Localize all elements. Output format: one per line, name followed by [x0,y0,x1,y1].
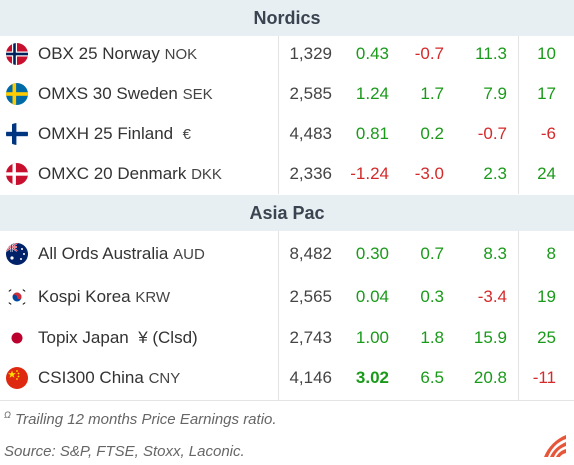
japan-flag-icon [6,327,28,349]
table-row-denmark: OMXC 20 Denmark DKK 2,336 -1.24 -3.0 2.3… [0,154,574,194]
sweden-flag-icon [6,83,28,105]
pe-ratio: 8 [546,244,556,263]
change-3: -0.7 [477,124,507,143]
change-1: 0.30 [355,244,389,263]
index-name: OMXH 25 Finland € [38,124,191,143]
index-name: All Ords Australia AUD [38,244,205,263]
index-price: 2,336 [289,164,332,183]
index-name: OBX 25 Norway NOK [38,44,198,63]
index-name: OMXS 30 Sweden SEK [38,84,213,103]
pe-ratio: -11 [532,368,556,387]
change-2: 1.8 [420,328,444,347]
korea-flag-icon [6,286,28,308]
section-header-asia-pac: Asia Pac [0,195,574,231]
section-header-nordics: Nordics [0,0,574,36]
table-row-norway: OBX 25 Norway NOK 1,329 0.43 -0.7 11.3 1… [0,34,574,74]
pe-ratio: 17 [537,84,556,103]
change-2: 0.2 [420,124,444,143]
index-price: 8,482 [289,244,332,263]
finland-flag-icon [6,123,28,145]
column-divider [518,36,519,194]
change-2: -3.0 [414,164,444,183]
change-2: 0.7 [420,244,444,263]
change-3: 20.8 [473,368,507,387]
pe-footnote-text: Trailing 12 months Price Earnings ratio. [15,411,277,428]
change-3: 7.9 [483,84,507,103]
laconic-logo-icon [542,429,568,459]
section-title: Asia Pac [249,202,325,223]
change-1: 0.43 [355,44,389,63]
pe-ratio: 24 [537,164,556,183]
change-3: 15.9 [473,328,507,347]
column-divider [278,36,279,194]
change-1: 1.24 [355,84,389,103]
change-2: -0.7 [414,44,444,63]
pe-ratio: -6 [540,124,556,143]
change-3: -3.4 [477,287,507,306]
index-price: 4,483 [289,124,332,143]
source-note: Source: S&P, FTSE, Stoxx, Laconic. [4,443,245,460]
change-3: 2.3 [483,164,507,183]
index-price: 1,329 [289,44,332,63]
index-price: 2,565 [289,287,332,306]
index-name: Topix Japan ¥ (Clsd) [38,328,198,347]
column-divider [518,231,519,400]
index-name: CSI300 China CNY [38,368,181,387]
pe-ratio: 25 [537,328,556,347]
pe-footnote-marker: Ω [4,410,11,420]
china-flag-icon [6,367,28,389]
change-1: 0.81 [355,124,389,143]
change-1: 1.00 [355,328,389,347]
change-3: 11.3 [475,44,507,63]
index-name: Kospi Korea KRW [38,287,171,306]
change-1: -1.24 [350,164,389,183]
change-1: 3.02 [355,368,389,387]
norway-flag-icon [6,43,28,65]
table-row-australia: All Ords Australia AUD 8,482 0.30 0.7 8.… [0,234,574,274]
change-2: 0.3 [420,287,444,306]
table-row-sweden: OMXS 30 Sweden SEK 2,585 1.24 1.7 7.9 17 [0,74,574,114]
change-1: 0.04 [355,287,389,306]
table-row-china: CSI300 China CNY 4,146 3.02 6.5 20.8 -11 [0,358,574,398]
table-row-korea: Kospi Korea KRW 2,565 0.04 0.3 -3.4 19 [0,277,574,317]
index-price: 2,585 [289,84,332,103]
denmark-flag-icon [6,163,28,185]
table-row-japan: Topix Japan ¥ (Clsd) 2,743 1.00 1.8 15.9… [0,318,574,358]
change-3: 8.3 [483,244,507,263]
pe-ratio: 10 [537,44,556,63]
australia-flag-icon [6,243,28,265]
table-row-finland: OMXH 25 Finland € 4,483 0.81 0.2 -0.7 -6 [0,114,574,154]
change-2: 6.5 [420,368,444,387]
index-price: 2,743 [289,328,332,347]
index-name: OMXC 20 Denmark DKK [38,164,222,183]
change-2: 1.7 [420,84,444,103]
table-bottom-rule [0,400,574,401]
section-title: Nordics [253,7,321,28]
column-divider [278,231,279,400]
index-price: 4,146 [289,368,332,387]
pe-ratio: 19 [537,287,556,306]
pe-footnote: Ω Trailing 12 months Price Earnings rati… [4,410,277,428]
